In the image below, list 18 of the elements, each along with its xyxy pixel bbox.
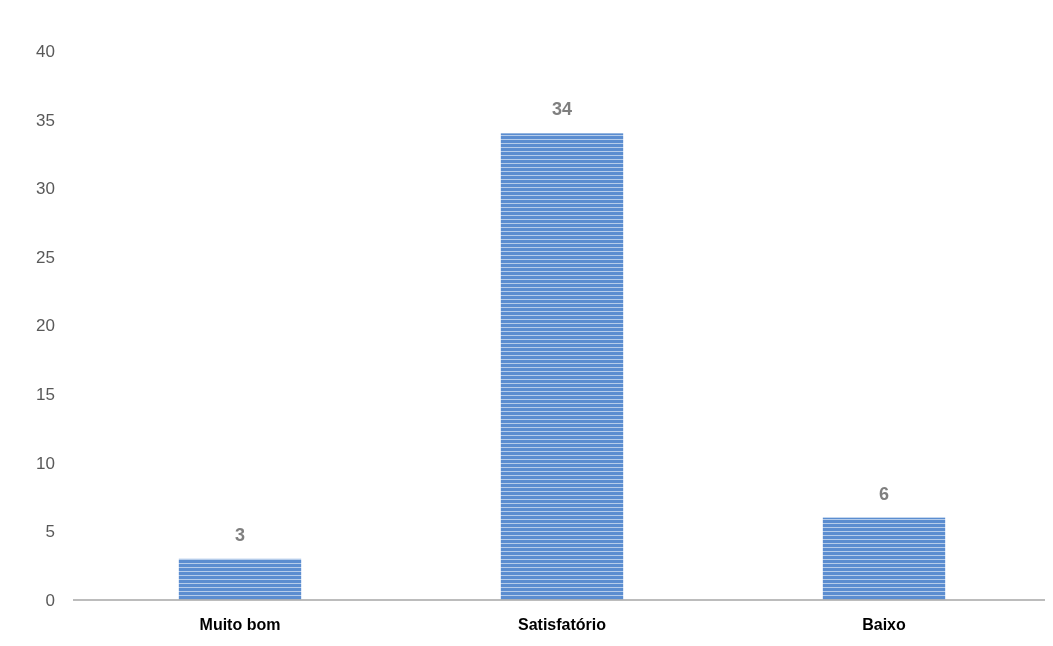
y-tick-label: 25 xyxy=(36,247,55,267)
x-tick-label: Baixo xyxy=(862,616,907,633)
data-label: 6 xyxy=(878,483,890,504)
y-tick-label: 0 xyxy=(45,590,55,610)
y-tick-label: 5 xyxy=(45,522,55,542)
y-tick-label: 35 xyxy=(36,110,55,130)
bar xyxy=(500,133,624,600)
bar xyxy=(822,517,946,600)
y-tick-label: 40 xyxy=(36,41,55,61)
data-label: 3 xyxy=(234,524,246,545)
bar xyxy=(178,558,302,600)
x-tick-label: Muito bom xyxy=(199,616,281,633)
x-tick-label: Satisfatório xyxy=(517,616,607,633)
y-tick-label: 15 xyxy=(36,385,55,405)
y-tick-label: 20 xyxy=(36,316,55,336)
y-tick-label: 30 xyxy=(36,179,55,199)
y-tick-label: 10 xyxy=(36,453,55,473)
data-label: 34 xyxy=(551,99,573,120)
